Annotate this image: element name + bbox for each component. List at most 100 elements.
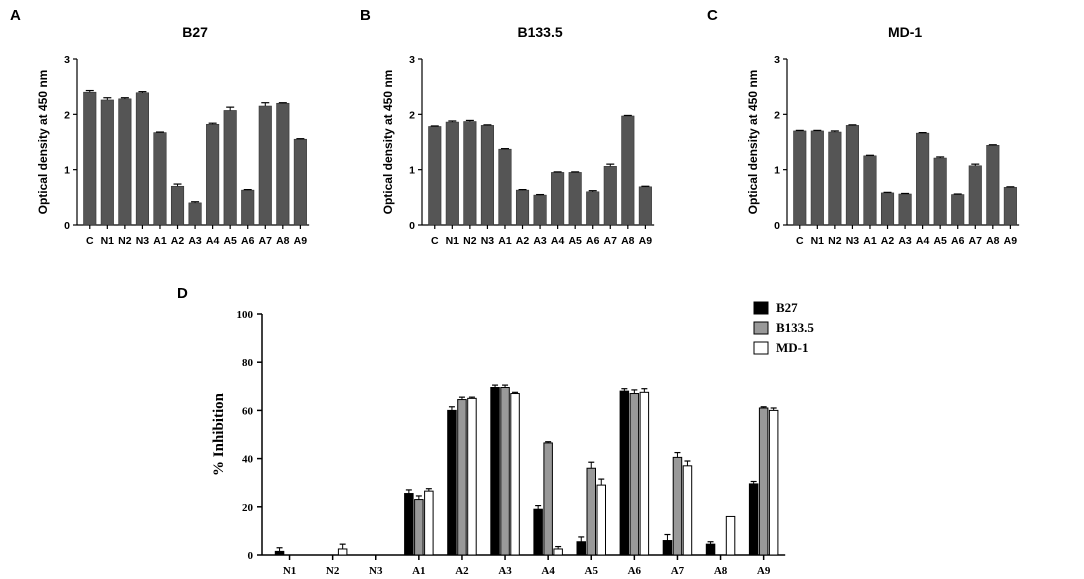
bar: [863, 155, 877, 226]
bar-md-1: [424, 490, 434, 556]
bar: [1003, 187, 1017, 226]
x-tick-label: A3: [188, 235, 202, 247]
y-tick-label: 1: [774, 165, 780, 177]
bar-md-1: [596, 484, 606, 556]
x-tick-label: A9: [294, 235, 308, 247]
bar-b27: [404, 493, 414, 556]
panel-d-ylabel: % Inhibition: [211, 392, 227, 476]
bar-b27: [619, 390, 630, 556]
x-tick-label: N3: [481, 235, 495, 247]
y-tick-label: 3: [409, 54, 415, 66]
bar: [793, 130, 807, 226]
x-tick-label: A6: [241, 235, 255, 247]
x-tick-label: A1: [863, 235, 877, 247]
x-tick-label: A4: [551, 235, 565, 247]
x-tick-label: A2: [881, 235, 895, 247]
y-tick-label: 0: [248, 550, 254, 562]
bar: [933, 157, 947, 226]
y-tick-label: 2: [64, 109, 70, 121]
x-tick-label: A7: [671, 565, 685, 577]
bar: [118, 98, 132, 226]
y-tick-label: 2: [409, 109, 415, 121]
panel-c-ylabel: Optical density at 450 nm: [746, 70, 760, 215]
bar: [188, 202, 202, 226]
x-tick-label: A1: [412, 565, 425, 577]
y-tick-label: 2: [774, 109, 780, 121]
x-tick-label: A4: [541, 565, 555, 577]
x-tick-label: A9: [757, 565, 771, 577]
bar: [951, 194, 965, 226]
bar-b133-5: [586, 467, 596, 556]
x-tick-label: A3: [533, 235, 547, 247]
panel-b-title: B133.5: [517, 24, 562, 40]
panel-b-ylabel: Optical density at 450 nm: [381, 70, 395, 215]
bar: [603, 166, 617, 226]
x-tick-label: A7: [259, 235, 273, 247]
bar: [533, 194, 547, 226]
x-tick-label: A2: [171, 235, 185, 247]
y-tick-label: 60: [242, 405, 254, 417]
bar: [445, 121, 459, 226]
bar-md-1: [682, 465, 693, 556]
panel-b-chart: B B133.5 Optical density at 450 nm 0 1 2 3 C…: [360, 7, 655, 247]
y-tick-label: 0: [774, 220, 780, 232]
panel-c-letter: C: [707, 7, 718, 24]
bar-b27: [576, 541, 586, 556]
x-tick-label: N2: [463, 235, 477, 247]
bar-b27: [490, 387, 500, 556]
bar: [276, 102, 290, 226]
bar-b133-5: [672, 456, 683, 556]
x-tick-label: A2: [516, 235, 530, 247]
x-tick-label: A6: [951, 235, 965, 247]
bar-b27: [748, 483, 759, 556]
panel-a-ylabel: Optical density at 450 nm: [36, 70, 50, 215]
x-tick-label: A4: [206, 235, 220, 247]
legend-label: B27: [776, 300, 798, 315]
bar: [498, 148, 512, 226]
panel-a-letter: A: [10, 7, 21, 24]
x-tick-label: A5: [223, 235, 237, 247]
bar: [568, 172, 582, 226]
panel-d-letter: D: [177, 285, 188, 302]
bar: [463, 121, 477, 226]
x-tick-label: A8: [714, 565, 728, 577]
panel-d-chart: D % Inhibition 0 20 40 60 80 100 N1 N2 N3 A1 A2 A3 A…: [177, 285, 814, 577]
x-tick-label: N2: [828, 235, 842, 247]
panel-c-chart: C MD-1 Optical density at 450 nm 0 1 2 3 C N1…: [707, 7, 1020, 247]
bar-md-1: [725, 515, 736, 556]
x-tick-label: A8: [621, 235, 635, 247]
x-tick-label: C: [796, 235, 804, 247]
bar: [241, 189, 255, 226]
bar: [621, 115, 635, 226]
x-tick-label: C: [431, 235, 439, 247]
y-tick-label: 100: [237, 309, 254, 321]
y-tick-label: 0: [64, 220, 70, 232]
x-tick-label: A5: [568, 235, 582, 247]
y-tick-label: 0: [409, 220, 415, 232]
legend-label: MD-1: [776, 340, 809, 355]
x-tick-label: A2: [455, 565, 469, 577]
x-tick-label: N3: [846, 235, 860, 247]
y-tick-label: 1: [64, 165, 70, 177]
bar: [206, 123, 220, 226]
x-tick-label: N1: [101, 235, 115, 247]
bar-b27: [662, 540, 673, 556]
bar: [480, 125, 494, 226]
bar: [428, 126, 442, 226]
y-tick-label: 20: [242, 502, 254, 514]
y-tick-label: 3: [64, 54, 70, 66]
x-tick-label: N1: [446, 235, 460, 247]
bar-md-1: [553, 548, 563, 556]
bar-b133-5: [629, 393, 640, 556]
x-tick-label: A7: [604, 235, 618, 247]
bar: [916, 132, 930, 226]
x-tick-label: C: [86, 235, 94, 247]
bar-b133-5: [457, 399, 467, 556]
x-tick-label: A1: [498, 235, 512, 247]
bar-b133-5: [758, 407, 769, 556]
x-tick-label: N3: [369, 565, 383, 577]
bar: [100, 99, 114, 226]
x-tick-label: N2: [118, 235, 132, 247]
bar: [898, 193, 912, 226]
